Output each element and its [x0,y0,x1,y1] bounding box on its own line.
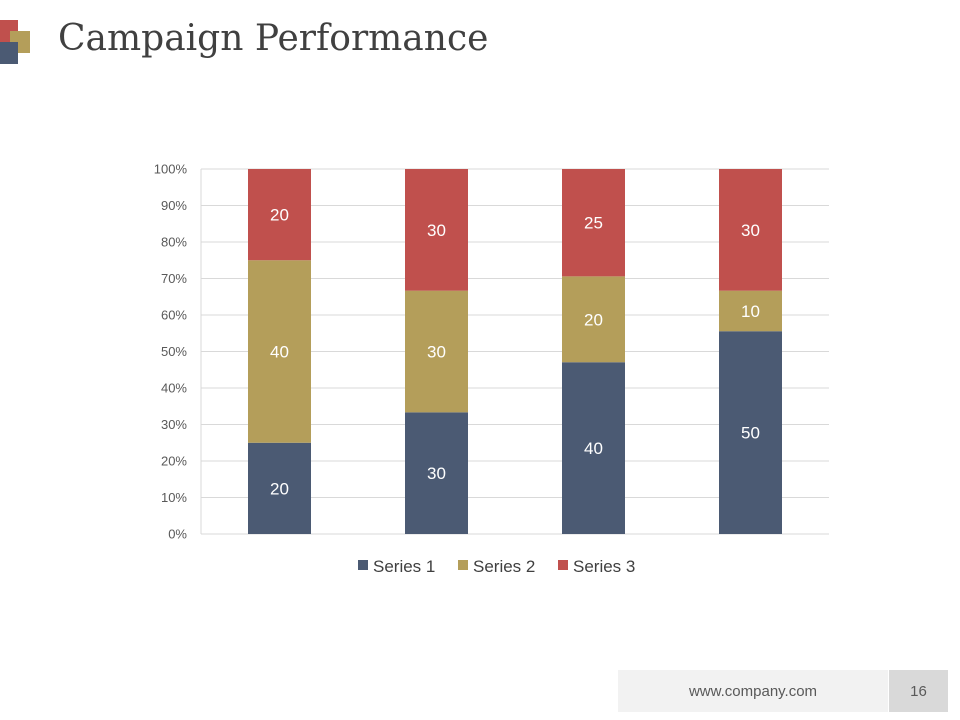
bar-1-1 [248,442,311,534]
y-tick-label: 100% [154,162,188,177]
logo-square-navy [0,42,18,64]
y-tick-label: 50% [161,344,187,359]
data-label: 30 [427,464,446,483]
bar-1-3 [562,362,625,534]
legend-swatch [358,560,368,570]
data-label: 25 [584,214,603,233]
y-tick-label: 90% [161,198,187,213]
bar-3-4 [719,169,782,291]
legend-swatch [558,560,568,570]
page-number: 16 [889,670,948,712]
data-label: 20 [270,479,289,498]
legend-swatch [458,560,468,570]
data-label: 50 [741,424,760,443]
data-label: 30 [741,221,760,240]
legend: Series 1 Series 2 Series 3 [358,557,635,576]
legend-label: Series 1 [373,557,435,576]
bar-1-2 [405,412,468,534]
data-label: 30 [427,221,446,240]
data-labels: 20 40 20 30 30 30 40 20 25 50 10 30 [270,206,760,499]
data-label: 20 [270,206,289,225]
y-tick-label: 80% [161,235,187,250]
y-tick-label: 30% [161,417,187,432]
bar-2-1 [248,260,311,443]
bar-2-4 [719,290,782,332]
y-axis-ticks: 0% 10% 20% 30% 40% 50% 60% 70% 80% 90% 100% [154,162,188,542]
bar-3-2 [405,169,468,291]
legend-label: Series 2 [473,557,535,576]
legend-label: Series 3 [573,557,635,576]
y-tick-label: 0% [168,527,187,542]
data-label: 10 [741,302,760,321]
data-label: 40 [270,343,289,362]
bar-1-4 [719,331,782,534]
y-tick-label: 40% [161,381,187,396]
bars [248,169,782,534]
data-label: 30 [427,343,446,362]
data-label: 20 [584,310,603,329]
footer-url: www.company.com [618,670,888,712]
y-tick-label: 10% [161,490,187,505]
y-tick-label: 70% [161,271,187,286]
bar-2-3 [562,276,625,363]
bar-2-2 [405,290,468,413]
bar-3-3 [562,169,625,277]
y-tick-label: 20% [161,454,187,469]
y-tick-label: 60% [161,308,187,323]
page-title: Campaign Performance [58,18,489,59]
data-label: 40 [584,439,603,458]
bar-3-1 [248,169,311,261]
